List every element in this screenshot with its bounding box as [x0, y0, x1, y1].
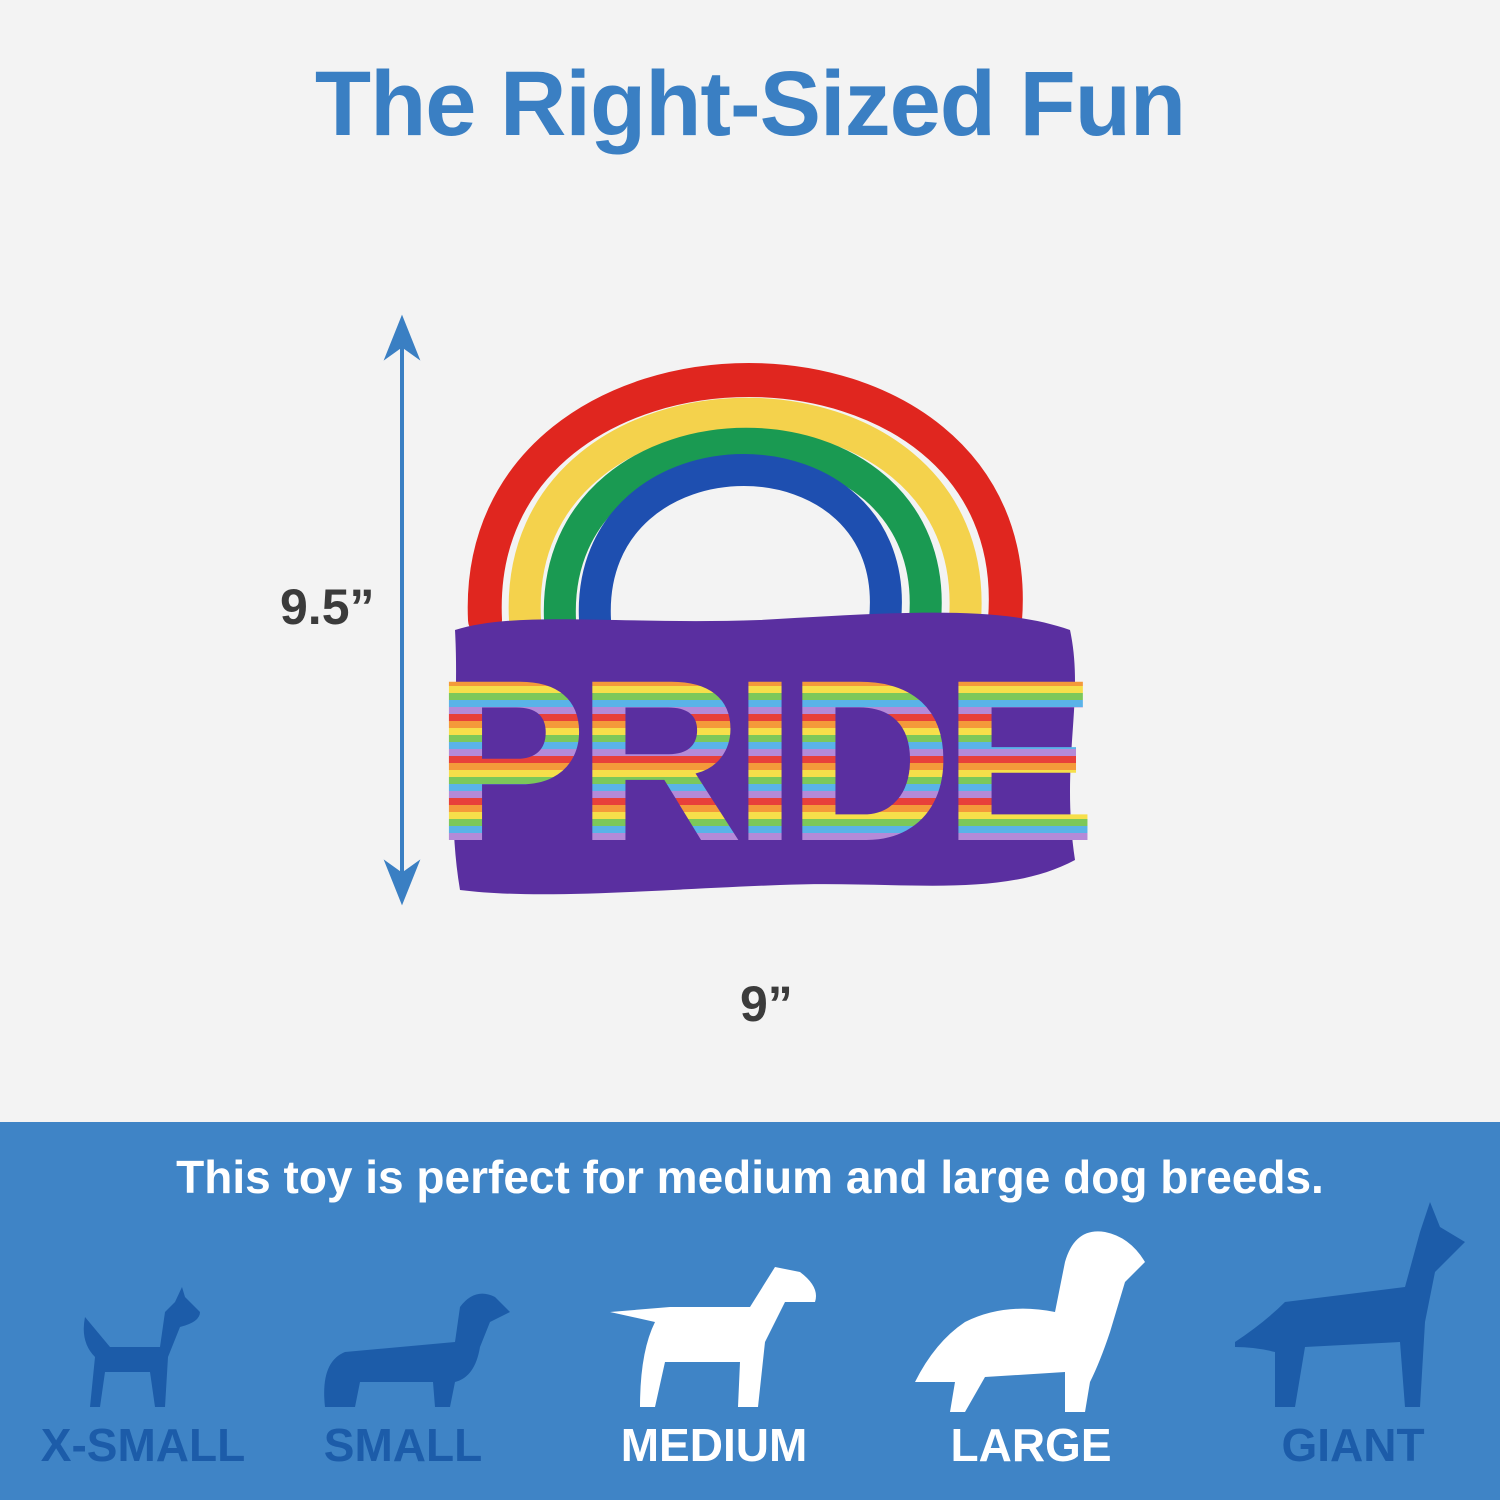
tagline: This toy is perfect for medium and large…: [176, 1151, 1324, 1203]
page-title: The Right-Sized Fun: [314, 53, 1186, 155]
size-label-giant: GIANT: [1281, 1419, 1425, 1471]
size-label-medium: MEDIUM: [620, 1419, 808, 1471]
size-label-xsmall: X-SMALL: [40, 1419, 246, 1471]
large-dog-icon: [915, 1231, 1145, 1412]
toy-body: [453, 612, 1075, 895]
width-dimension: 9”: [740, 976, 793, 1032]
size-label-large: LARGE: [950, 1419, 1112, 1471]
svg-text:PRIDE: PRIDE: [434, 632, 1089, 889]
size-banner: This toy is perfect for medium and large…: [0, 1122, 1500, 1500]
medium-dog-icon: [610, 1267, 816, 1407]
xsmall-dog-icon: [83, 1287, 200, 1407]
small-dog-icon: [324, 1293, 510, 1407]
height-dimension: 9.5”: [280, 579, 375, 635]
giant-dog-icon: [1235, 1202, 1465, 1407]
size-label-small: SMALL: [323, 1419, 483, 1471]
height-arrow: [383, 314, 421, 906]
rope-handles: [467, 363, 1023, 637]
product-image: PRIDE: [383, 314, 1098, 906]
